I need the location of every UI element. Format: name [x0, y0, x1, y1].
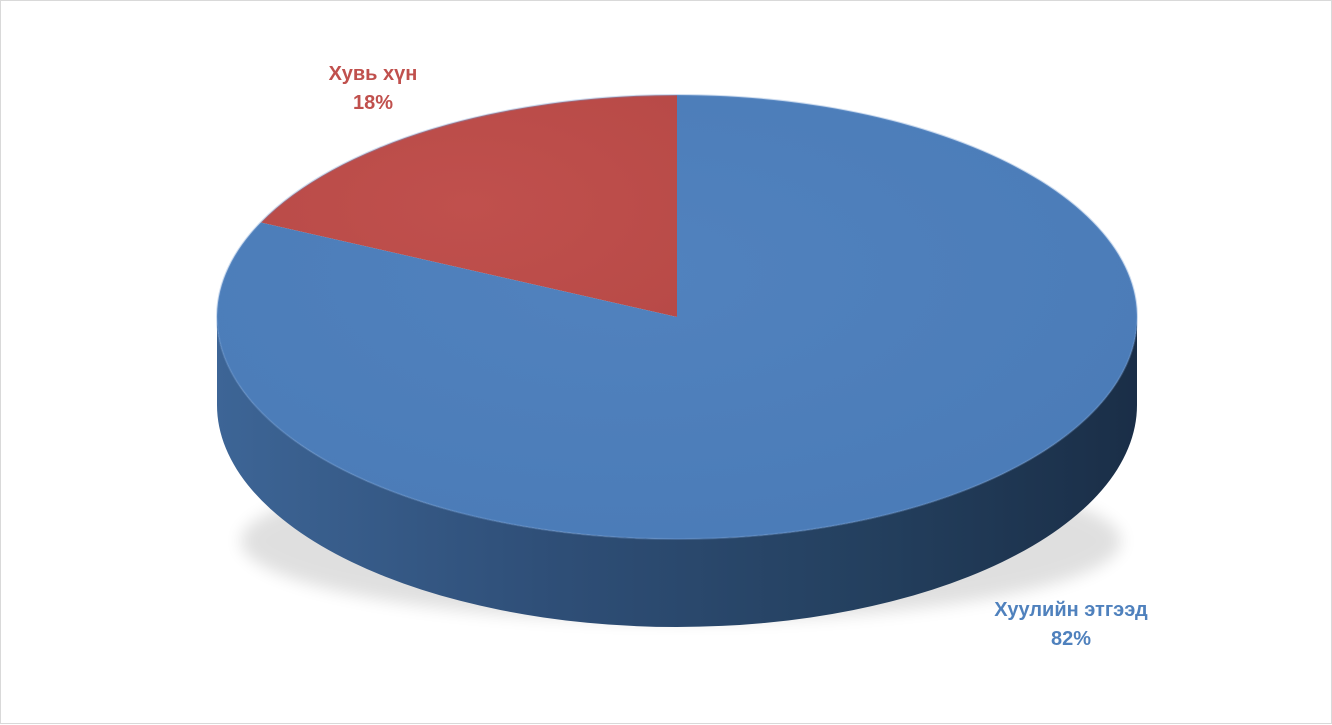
label-huuliin-etgeed-name: Хуулийн этгээд	[994, 599, 1148, 621]
pie-side-wall	[217, 317, 1137, 627]
pie-slice-hubv-hun[interactable]	[260, 95, 677, 317]
label-hubv-hun-name: Хувь хүн	[329, 63, 418, 85]
label-hubv-hun-percent: 18%	[353, 92, 393, 114]
pie-top-rim	[216, 94, 1138, 540]
pie-slice-huuliin-etgeed[interactable]	[217, 95, 1138, 539]
label-huuliin-etgeed-percent: 82%	[1051, 628, 1091, 650]
